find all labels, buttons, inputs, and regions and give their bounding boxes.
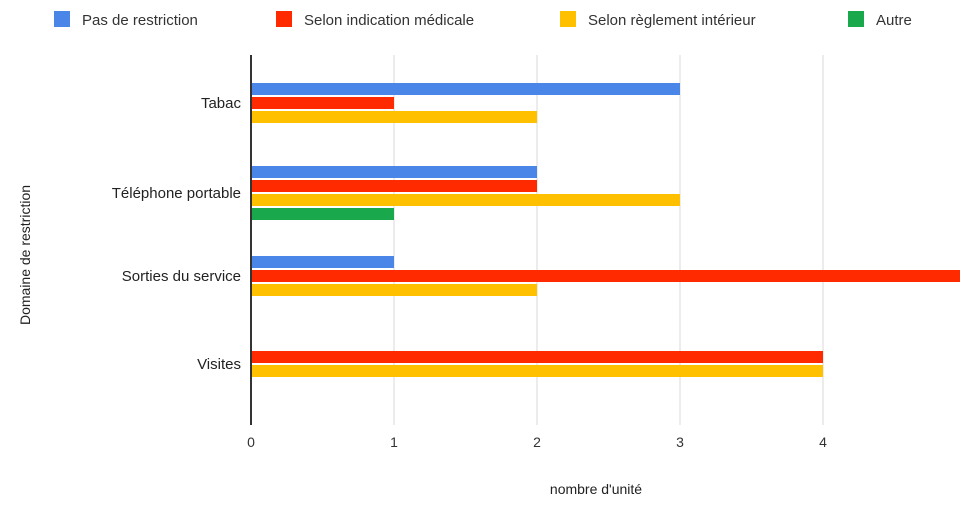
- legend-label: Selon indication médicale: [304, 12, 474, 29]
- y-tick-label: Visites: [197, 356, 241, 373]
- legend-item: Pas de restriction: [54, 11, 198, 29]
- legend-label: Pas de restriction: [82, 12, 198, 29]
- bar: [251, 194, 680, 206]
- x-tick-label: 4: [819, 434, 827, 450]
- bar: [251, 97, 394, 109]
- legend: Pas de restriction Selon indication médic…: [54, 11, 912, 29]
- x-tick-label: 2: [533, 434, 541, 450]
- bar: [251, 166, 537, 178]
- legend-swatch: [276, 11, 292, 27]
- bar: [251, 365, 823, 377]
- legend-item: Autre: [848, 11, 912, 29]
- bar: [251, 111, 537, 123]
- legend-item: Selon indication médicale: [276, 11, 474, 29]
- x-tick-label: 1: [390, 434, 398, 450]
- legend-swatch: [560, 11, 576, 27]
- bars: [251, 83, 960, 377]
- y-axis-title: Domaine de restriction: [17, 185, 33, 325]
- y-tick-label: Tabac: [201, 95, 242, 112]
- legend-swatch: [848, 11, 864, 27]
- bar: [251, 256, 394, 268]
- bar: [251, 284, 537, 296]
- y-tick-label: Téléphone portable: [112, 185, 241, 202]
- x-tick-label: 3: [676, 434, 684, 450]
- legend-label: Autre: [876, 12, 912, 29]
- legend-swatch: [54, 11, 70, 27]
- axis-labels: Tabac Téléphone portable Sorties du servic…: [17, 95, 827, 497]
- x-tick-label: 0: [247, 434, 255, 450]
- x-axis-title: nombre d'unité: [550, 481, 642, 497]
- bar: [251, 180, 537, 192]
- bar: [251, 208, 394, 220]
- legend-item: Selon règlement intérieur: [560, 11, 756, 29]
- bar: [251, 83, 680, 95]
- bar: [251, 351, 823, 363]
- bar: [251, 270, 960, 282]
- y-tick-label: Sorties du service: [122, 268, 241, 285]
- legend-label: Selon règlement intérieur: [588, 12, 756, 29]
